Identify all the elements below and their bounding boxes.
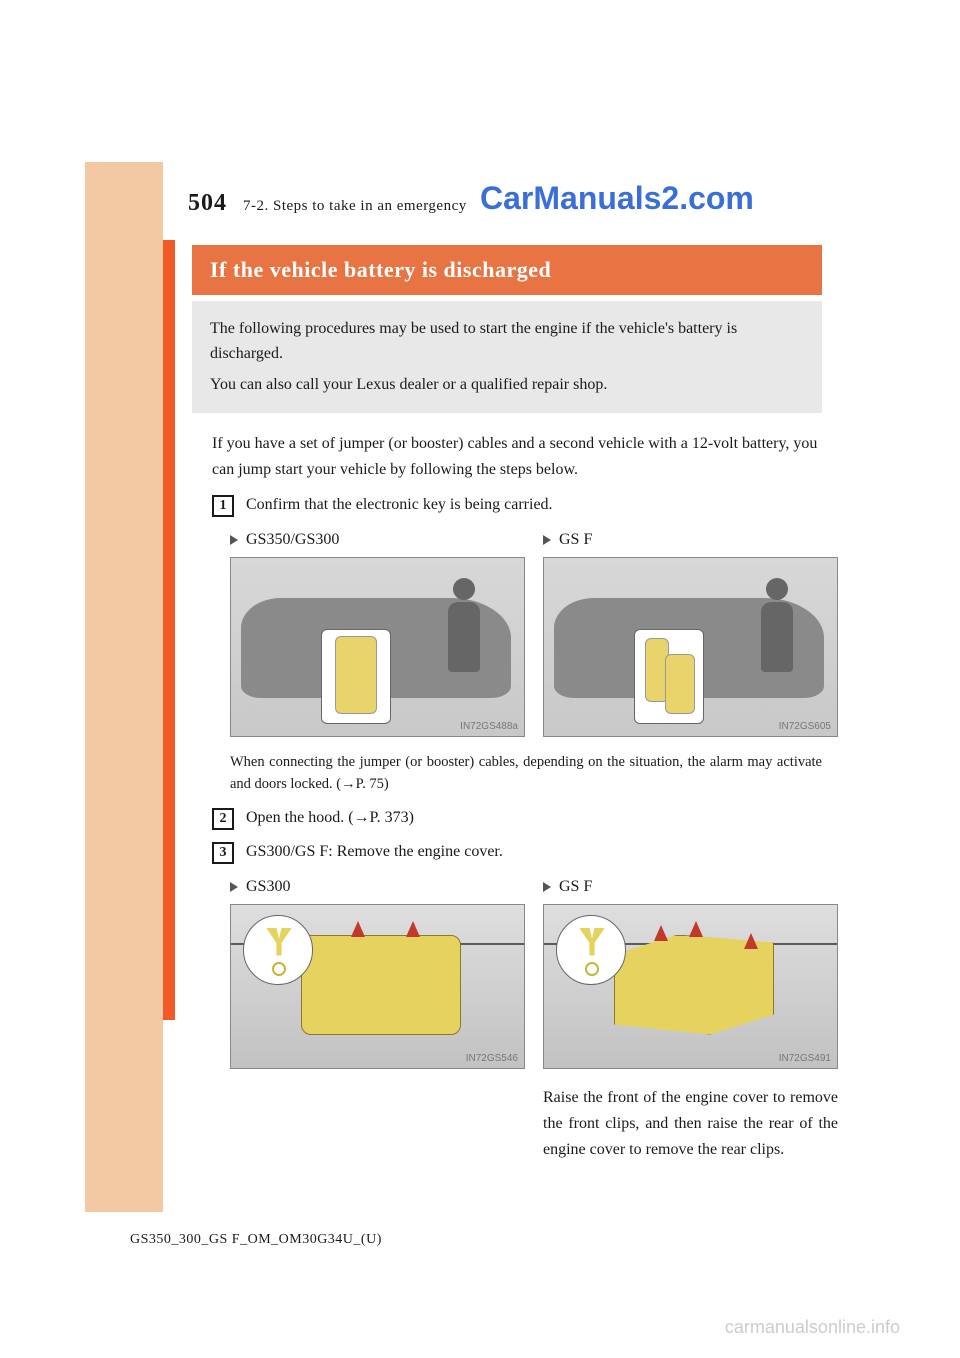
clip-zoom-callout (243, 915, 313, 985)
variant-label-text: GS300 (246, 878, 290, 896)
section-title: If the vehicle battery is discharged (192, 245, 822, 295)
clip-icon (266, 928, 292, 956)
clip-icon (579, 928, 605, 956)
triangle-bullet-icon (230, 535, 238, 545)
triangle-bullet-icon (543, 882, 551, 892)
step-number-box: 2 (212, 808, 234, 830)
step-2-text: Open the hood. (→P. 373) (246, 806, 414, 830)
variant-gs350-gs300: GS350/GS300 IN72GS488a (230, 531, 525, 737)
engine-cover-row: GS300 IN72GS546 GS F (230, 878, 860, 1164)
key-carry-illustration-gs350: IN72GS488a (230, 557, 525, 737)
lift-arrow-icon (689, 921, 703, 937)
step-1: 1 Confirm that the electronic key is bei… (212, 493, 824, 517)
clip-zoom-callout (556, 915, 626, 985)
illustration-id: IN72GS488a (460, 721, 518, 732)
variant-label-text: GS F (559, 531, 592, 549)
page-header: 504 7-2. Steps to take in an emergency (188, 190, 860, 217)
clip-pin-icon (585, 962, 599, 976)
person-silhouette (444, 578, 484, 698)
variant-gsf: GS F IN72GS605 (543, 531, 838, 737)
watermark-bottom: carmanualsonline.info (725, 1317, 900, 1338)
illustration-id: IN72GS491 (779, 1053, 831, 1064)
illustration-id: IN72GS546 (466, 1053, 518, 1064)
triangle-bullet-icon (230, 882, 238, 892)
document-id: GS350_300_GS F_OM_OM30G34U_(U) (130, 1232, 382, 1248)
intro-box: The following procedures may be used to … (192, 301, 822, 413)
variant-label-text: GS F (559, 878, 592, 896)
manual-page: CarManuals2.com 504 7-2. Steps to take i… (0, 0, 960, 1358)
key-fob-callout (634, 629, 704, 724)
page-number: 504 (188, 190, 227, 217)
engine-cover-illustration-gsf: IN72GS491 (543, 904, 838, 1069)
intro-line-1: The following procedures may be used to … (210, 317, 804, 367)
variant-label: GS F (543, 878, 838, 896)
engine-cover-illustration-gs300: IN72GS546 (230, 904, 525, 1069)
engine-cover-shape (301, 935, 461, 1035)
variant-gs300: GS300 IN72GS546 (230, 878, 525, 1164)
key-illustration-row: GS350/GS300 IN72GS488a GS F (230, 531, 860, 737)
engine-cover-instruction: Raise the front of the engine cover to r… (543, 1085, 838, 1164)
illustration-id: IN72GS605 (779, 721, 831, 732)
alarm-note: When connecting the jumper (or booster) … (230, 751, 822, 796)
key-carry-illustration-gsf: IN72GS605 (543, 557, 838, 737)
intro-line-2: You can also call your Lexus dealer or a… (210, 373, 804, 398)
lead-paragraph: If you have a set of jumper (or booster)… (212, 431, 824, 482)
content-area: 504 7-2. Steps to take in an emergency I… (130, 190, 860, 1164)
person-silhouette (757, 578, 797, 698)
step-2: 2 Open the hood. (→P. 373) (212, 806, 824, 830)
lift-arrow-icon (744, 933, 758, 949)
triangle-bullet-icon (543, 535, 551, 545)
variant-label-text: GS350/GS300 (246, 531, 339, 549)
clip-pin-icon (272, 962, 286, 976)
step-1-text: Confirm that the electronic key is being… (246, 493, 553, 517)
step-number-box: 1 (212, 495, 234, 517)
key-fob-callout (321, 629, 391, 724)
lift-arrow-icon (406, 921, 420, 937)
step-3-text: GS300/GS F: Remove the engine cover. (246, 840, 503, 864)
engine-cover-shape (614, 935, 774, 1035)
breadcrumb: 7-2. Steps to take in an emergency (243, 198, 467, 215)
lift-arrow-icon (654, 925, 668, 941)
variant-gsf-engine: GS F IN72GS491 Raise the front of the en… (543, 878, 838, 1164)
step-3: 3 GS300/GS F: Remove the engine cover. (212, 840, 824, 864)
step-number-box: 3 (212, 842, 234, 864)
variant-label: GS350/GS300 (230, 531, 525, 549)
lift-arrow-icon (351, 921, 365, 937)
variant-label: GS300 (230, 878, 525, 896)
variant-label: GS F (543, 531, 838, 549)
